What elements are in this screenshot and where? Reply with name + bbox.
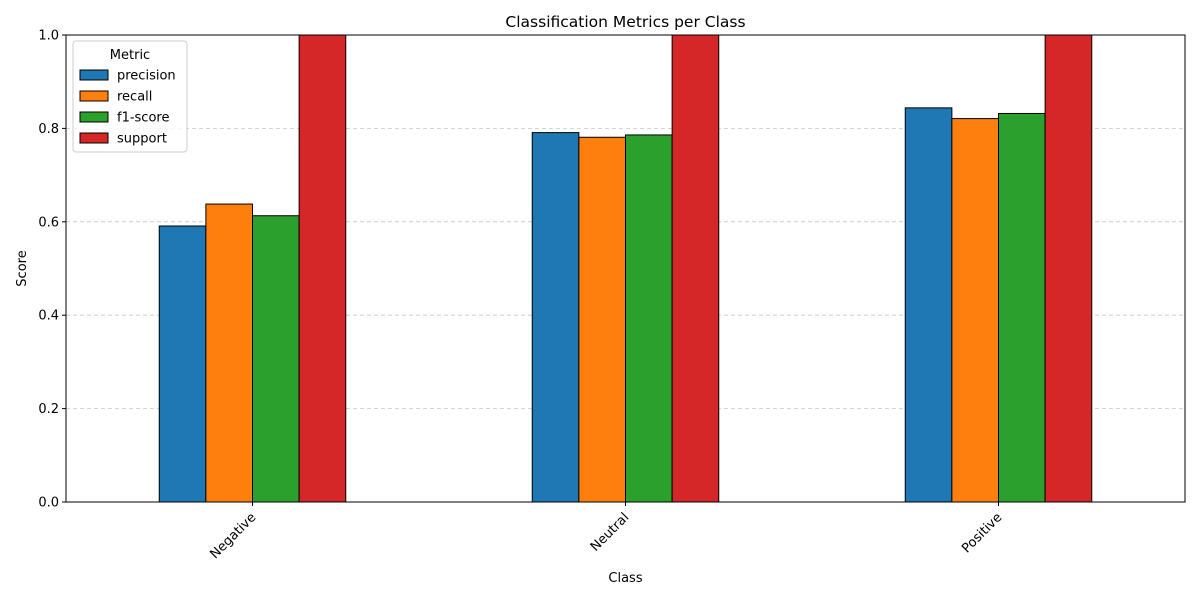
- legend-swatch-support: [79, 132, 109, 144]
- legend-swatch-precision: [79, 69, 109, 81]
- bar-recall-neutral: [578, 136, 626, 503]
- legend-label-support: support: [117, 132, 167, 147]
- bar-support-neutral: [671, 34, 720, 503]
- y-tick-label: 0.6: [38, 215, 59, 230]
- y-tick-label: 0.4: [38, 309, 59, 324]
- bar-precision-negative: [158, 225, 207, 503]
- bar-f1-score-negative: [252, 215, 300, 503]
- legend-label-recall: recall: [117, 90, 152, 105]
- y-axis-label: Score: [15, 250, 30, 286]
- bar-precision-positive: [904, 107, 953, 503]
- bar-f1-score-neutral: [625, 134, 673, 503]
- bar-f1-score-positive: [998, 112, 1046, 503]
- bar-support-negative: [298, 34, 347, 503]
- y-tick-label: 0.8: [38, 122, 59, 137]
- bar-support-positive: [1044, 34, 1093, 503]
- legend-title: Metric: [110, 48, 150, 63]
- legend-swatch-recall: [79, 90, 109, 102]
- bar-recall-negative: [205, 203, 253, 503]
- bars: [158, 34, 1093, 503]
- bar-precision-neutral: [531, 132, 580, 503]
- legend-items: precision recall f1-score support: [79, 69, 176, 147]
- chart-title: Classification Metrics per Class: [505, 13, 745, 31]
- bar-recall-positive: [951, 118, 999, 503]
- legend-box: [72, 40, 188, 153]
- y-tick-label: 0.2: [38, 402, 59, 417]
- y-tick-label: 1.0: [38, 29, 59, 44]
- legend-label-f1-score: f1-score: [117, 111, 169, 126]
- y-tick-label: 0.0: [38, 496, 59, 511]
- legend-swatch-f1-score: [79, 111, 109, 123]
- legend-label-precision: precision: [117, 69, 176, 84]
- legend: Metric precision recall f1-score support: [72, 40, 188, 153]
- y-ticks: 0.0 0.2 0.4 0.6 0.8 1.0: [38, 29, 66, 511]
- x-axis-label: Class: [608, 571, 642, 586]
